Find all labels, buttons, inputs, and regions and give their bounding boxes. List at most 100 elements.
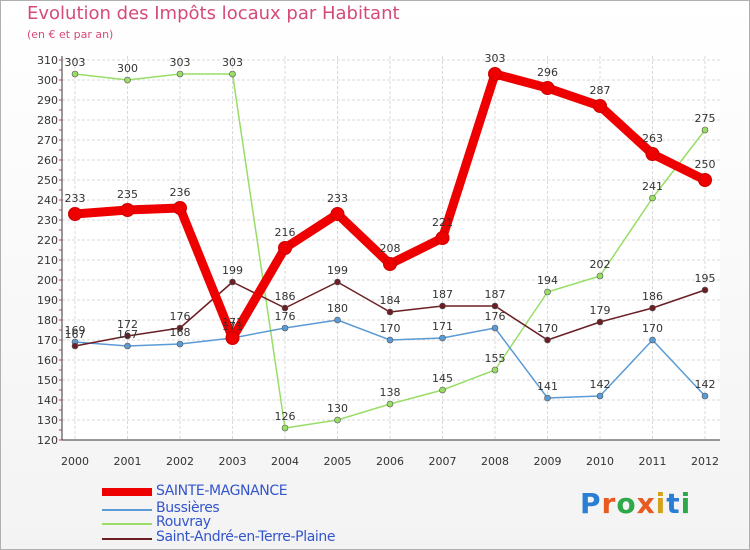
data-point: [649, 336, 656, 344]
y-tick-label: 140: [37, 394, 58, 407]
data-point: [124, 332, 131, 340]
data-label: 263: [642, 132, 663, 145]
y-tick-label: 180: [37, 314, 58, 327]
axes: 120 130 140 150 160 170 180 190 200 210 220 230 240 2…: [37, 54, 720, 468]
y-tick-label: 240: [37, 194, 58, 207]
data-point: [439, 386, 446, 394]
data-point: [176, 324, 184, 332]
data-label: 208: [380, 242, 401, 255]
x-tick-label: 2012: [691, 455, 719, 468]
legend-swatch: [102, 538, 152, 540]
legend-label: Bussières: [156, 500, 220, 516]
data-label: 303: [485, 52, 506, 65]
data-point: [596, 392, 604, 400]
x-tick-label: 2009: [534, 455, 562, 468]
y-tick-label: 170: [37, 334, 58, 347]
legend-label: SAINTE-MAGNANCE: [156, 483, 288, 499]
data-point: [71, 70, 79, 78]
data-point: [593, 99, 607, 113]
data-point: [71, 342, 79, 350]
data-point: [698, 173, 712, 187]
data-label: 176: [275, 310, 296, 323]
y-tick-label: 160: [37, 354, 58, 367]
data-label: 187: [485, 288, 506, 301]
data-label: 199: [222, 264, 243, 277]
y-tick-label: 250: [37, 174, 58, 187]
x-tick-label: 2008: [481, 455, 509, 468]
data-point: [278, 241, 292, 255]
data-point: [124, 342, 131, 350]
data-label: 126: [275, 410, 296, 423]
data-point: [124, 76, 131, 84]
data-label: 216: [275, 226, 296, 239]
data-point: [701, 286, 709, 294]
data-point: [488, 67, 502, 81]
x-tick-label: 2010: [586, 455, 614, 468]
legend-swatch: [102, 488, 152, 496]
x-tick-label: 2007: [429, 455, 457, 468]
data-point: [386, 400, 394, 408]
data-point: [701, 126, 709, 134]
data-point: [281, 424, 289, 432]
data-label: 170: [642, 322, 663, 335]
data-point: [68, 207, 82, 221]
legend-label: Saint-André-en-Terre-Plaine: [156, 529, 336, 545]
data-point: [645, 147, 660, 161]
data-label: 202: [590, 258, 611, 271]
data-label: 187: [432, 288, 453, 301]
data-point: [649, 194, 656, 202]
data-point: [649, 304, 656, 312]
data-point: [491, 324, 499, 332]
data-label: 303: [222, 56, 243, 69]
y-tick-label: 220: [37, 234, 58, 247]
data-label: 176: [170, 310, 191, 323]
data-label: 155: [485, 352, 506, 365]
data-label: 194: [537, 274, 558, 287]
data-point: [435, 231, 450, 245]
data-point: [229, 70, 236, 78]
legend-label: Rouvray: [156, 514, 211, 530]
data-point: [596, 272, 604, 280]
data-labels: 303 300 303 303 126 130 138 145 155 194 202 241 275 1…: [65, 52, 716, 423]
legend-swatch: [102, 523, 152, 525]
data-label: 171: [432, 320, 453, 333]
data-label: 167: [117, 328, 138, 341]
data-point: [540, 81, 555, 95]
x-tick-label: 2006: [376, 455, 404, 468]
data-label: 236: [170, 186, 191, 199]
data-label: 170: [380, 322, 401, 335]
data-label: 296: [537, 66, 558, 79]
y-tick-label: 230: [37, 214, 58, 227]
data-point: [491, 302, 499, 310]
y-tick-label: 300: [37, 74, 58, 87]
y-tick-label: 130: [37, 414, 58, 427]
x-tick-label: 2002: [166, 455, 194, 468]
data-label: 138: [380, 386, 401, 399]
data-label: 250: [695, 158, 716, 171]
data-point: [596, 318, 604, 326]
data-label: 179: [590, 304, 611, 317]
y-tick-label: 260: [37, 154, 58, 167]
data-label: 141: [537, 380, 558, 393]
x-tick-label: 2005: [324, 455, 352, 468]
data-label: 171: [222, 320, 243, 333]
data-label: 142: [590, 378, 611, 391]
data-label: 167: [65, 328, 86, 341]
data-point: [544, 394, 551, 402]
y-tick-label: 200: [37, 274, 58, 287]
data-label: 303: [170, 56, 191, 69]
data-label: 180: [327, 302, 348, 315]
data-label: 172: [117, 318, 138, 331]
data-label: 235: [117, 188, 138, 201]
data-point: [386, 336, 394, 344]
y-tick-label: 310: [37, 54, 58, 67]
data-label: 195: [695, 272, 716, 285]
data-point: [176, 340, 184, 348]
proxiti-logo: Proxiti: [580, 487, 692, 520]
data-label: 300: [117, 62, 138, 75]
x-tick-label: 2003: [219, 455, 247, 468]
data-label: 233: [65, 192, 86, 205]
y-tick-label: 280: [37, 114, 58, 127]
x-tick-label: 2004: [271, 455, 299, 468]
